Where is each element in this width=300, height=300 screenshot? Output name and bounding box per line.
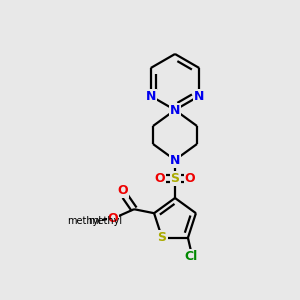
Text: N: N <box>146 89 156 103</box>
Text: methyl: methyl <box>88 216 122 226</box>
Text: O: O <box>185 172 195 184</box>
Text: N: N <box>170 103 180 116</box>
Text: O: O <box>155 172 165 184</box>
Text: N: N <box>194 89 204 103</box>
Text: Cl: Cl <box>184 250 198 263</box>
Text: methyl: methyl <box>67 216 101 226</box>
Text: S: S <box>170 172 179 184</box>
Text: O: O <box>108 212 118 225</box>
Text: O: O <box>118 184 128 197</box>
Text: N: N <box>170 154 180 166</box>
Text: S: S <box>158 231 166 244</box>
